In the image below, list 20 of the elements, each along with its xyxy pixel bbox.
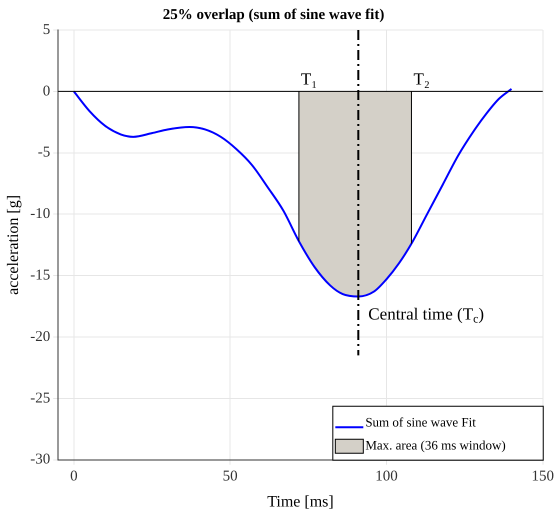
y-tick-label: -30 — [30, 452, 50, 468]
x-axis-title: Time [ms] — [267, 494, 334, 511]
x-tick-label: 100 — [375, 468, 398, 485]
y-tick-label: -15 — [30, 268, 50, 284]
y-axis-title: acceleration [g] — [4, 194, 22, 295]
y-tick-label: -25 — [30, 390, 50, 406]
y-tick-label: -10 — [30, 206, 50, 222]
y-tick-label: 5 — [42, 22, 50, 38]
legend-label: Max. area (36 ms window) — [365, 438, 506, 453]
annotation: T₂ — [413, 69, 430, 88]
x-tick-label: 50 — [222, 468, 238, 485]
x-tick-label: 0 — [70, 468, 78, 485]
legend-label: Sum of sine wave Fit — [365, 414, 476, 430]
annotation: T₁ — [300, 69, 318, 88]
line-series — [72, 88, 512, 298]
chart-title: 25% overlap (sum of sine wave fit) — [162, 6, 384, 23]
x-tick-label: 150 — [532, 468, 554, 485]
y-tick-label: 0 — [42, 83, 50, 100]
y-tick-label: -5 — [38, 144, 50, 161]
y-tick-label: -20 — [30, 328, 50, 345]
